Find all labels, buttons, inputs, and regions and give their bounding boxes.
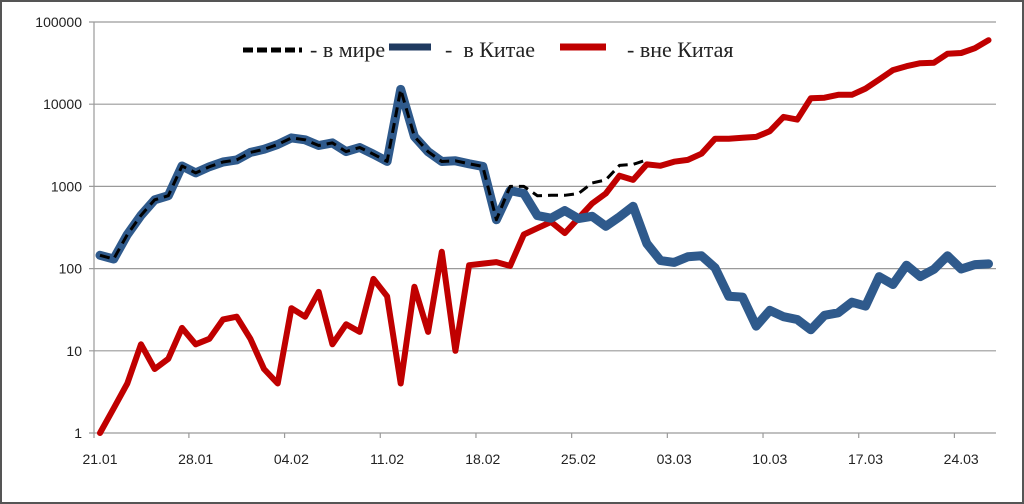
x-tick-label: 03.03 — [657, 451, 692, 467]
series-world — [99, 87, 648, 261]
x-tick-label: 28.01 — [178, 451, 213, 467]
y-tick-label: 100 — [59, 261, 83, 277]
legend-label-china: - в Китае — [445, 37, 535, 62]
legend-label-world: - в мире — [310, 37, 385, 62]
y-tick-label: 100000 — [35, 14, 82, 30]
series-lines — [95, 37, 993, 436]
gridlines — [89, 21, 996, 434]
y-tick-label: 10 — [66, 343, 82, 359]
x-tick-label: 18.02 — [465, 451, 500, 467]
x-tick-label: 24.03 — [944, 451, 979, 467]
x-tick-label: 10.03 — [752, 451, 787, 467]
legend-label-outside-china: - вне Китая — [627, 37, 733, 62]
y-tick-label: 10000 — [43, 96, 82, 112]
y-tick-label: 1 — [74, 425, 82, 441]
x-tick-label: 25.02 — [561, 451, 596, 467]
x-tick-label: 17.03 — [848, 451, 883, 467]
series-outside-china — [97, 37, 992, 436]
x-tick-label: 04.02 — [274, 451, 309, 467]
legend: - в мире - в Китае - вне Китая — [243, 37, 733, 62]
x-axis: 21.01 28.01 04.02 11.02 18.02 25.02 03.03 10.03… — [82, 433, 979, 467]
x-tick-label: 11.02 — [370, 451, 404, 467]
series-china — [95, 84, 993, 335]
y-axis: 100000 10000 1000 100 10 1 — [35, 14, 95, 441]
x-tick-label: 21.01 — [82, 451, 117, 467]
y-tick-label: 1000 — [51, 178, 82, 194]
